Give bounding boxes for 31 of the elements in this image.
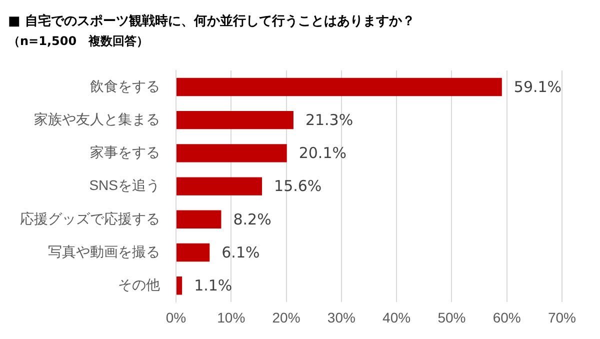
y-tick-label: 飲食をする [90,78,160,94]
text: （n=1,500 複数回答） [8,33,149,50]
x-tick-label: 0% [166,309,186,326]
x-tick-label: 40% [382,309,411,326]
x-tick-label: 60% [492,309,521,326]
data-label: 15.6% [274,177,322,196]
data-label: 59.1% [514,78,562,96]
bar [176,243,210,262]
x-tick-label: 20% [272,309,300,326]
bar [176,110,294,130]
data-label: 6.1% [222,243,260,262]
data-label: 1.1% [194,276,232,295]
x-tick-label: 70% [548,309,576,326]
bar [176,276,182,295]
x-tick-label: 10% [217,309,246,326]
x-tick-label: 50% [438,309,466,326]
y-tick-label: 写真や動画を撮る [48,243,160,260]
chart-title: ■ 自宅でのスポーツ観戦時に、何か並行して行うことはありますか？ [8,12,415,30]
y-tick-label: SNSを追う [89,177,160,194]
x-tick-label: 30% [327,309,356,326]
data-label: 20.1% [298,144,346,162]
y-tick-label: その他 [118,276,160,292]
bar [176,78,502,96]
bar [176,210,222,229]
bar [176,144,287,162]
y-tick-label: 家族や友人と集まる [34,110,160,127]
data-label: 8.2% [233,210,272,228]
data-label: 21.3% [305,110,354,129]
bar [176,177,262,196]
y-tick-label: 応援グッズで応援する [20,210,160,226]
y-tick-label: 家事をする [90,144,160,160]
